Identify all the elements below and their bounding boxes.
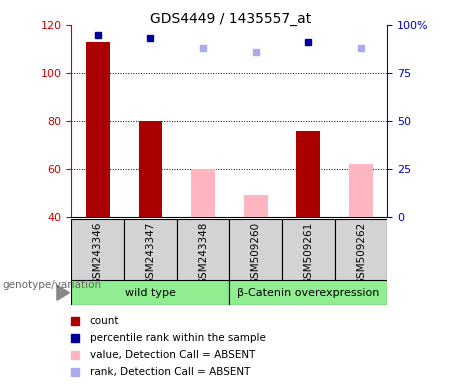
- Bar: [177, 219, 229, 280]
- Text: β-Catenin overexpression: β-Catenin overexpression: [237, 288, 379, 298]
- Text: value, Detection Call = ABSENT: value, Detection Call = ABSENT: [89, 350, 255, 360]
- Text: genotype/variation: genotype/variation: [2, 280, 101, 290]
- Bar: [71, 280, 229, 305]
- Bar: [124, 219, 177, 280]
- Bar: [71, 219, 124, 280]
- Text: GDS4449 / 1435557_at: GDS4449 / 1435557_at: [150, 12, 311, 26]
- Polygon shape: [57, 285, 69, 300]
- Bar: [191, 169, 215, 217]
- Text: rank, Detection Call = ABSENT: rank, Detection Call = ABSENT: [89, 367, 250, 377]
- Bar: [229, 219, 282, 280]
- Bar: [86, 42, 110, 217]
- Text: GSM243347: GSM243347: [145, 222, 155, 285]
- Text: percentile rank within the sample: percentile rank within the sample: [89, 333, 266, 343]
- Bar: [296, 131, 320, 217]
- Text: GSM243346: GSM243346: [93, 222, 103, 285]
- Text: wild type: wild type: [125, 288, 176, 298]
- Text: GSM509261: GSM509261: [303, 222, 313, 285]
- Bar: [139, 121, 162, 217]
- Bar: [335, 219, 387, 280]
- Bar: [349, 164, 373, 217]
- Bar: [244, 195, 267, 217]
- Text: count: count: [89, 316, 119, 326]
- Bar: [282, 219, 335, 280]
- Text: GSM243348: GSM243348: [198, 222, 208, 285]
- Text: GSM509260: GSM509260: [251, 222, 260, 285]
- Bar: [229, 280, 387, 305]
- Text: GSM509262: GSM509262: [356, 222, 366, 285]
